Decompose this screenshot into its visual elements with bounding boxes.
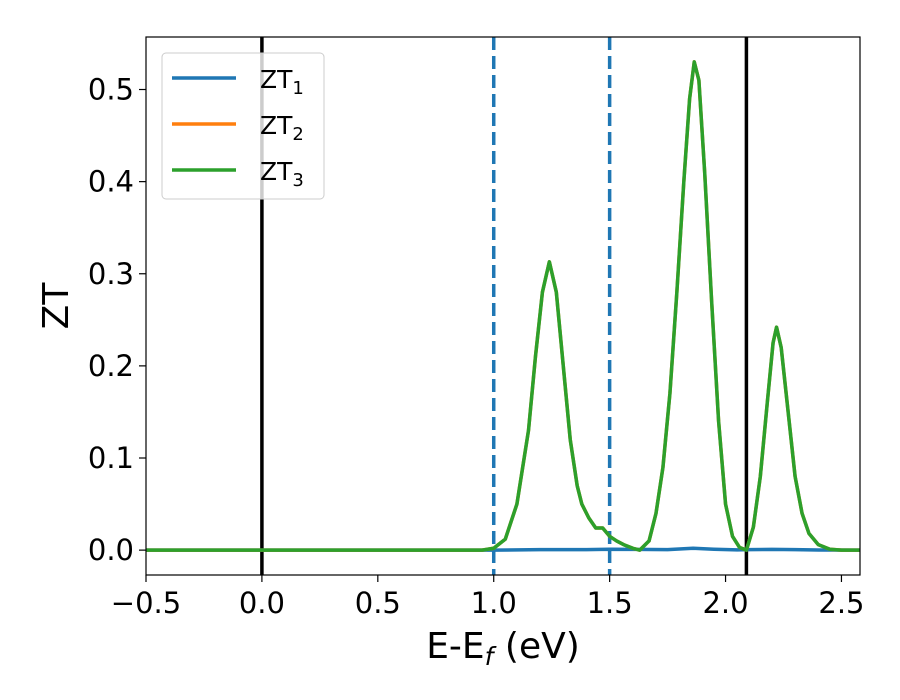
x-tick-label-2: 0.5 — [355, 586, 401, 620]
y-axis-label: ZT — [36, 282, 77, 330]
legend-label-zt1: ZT1 — [260, 65, 304, 99]
y-tick-label-2: 0.2 — [88, 349, 134, 383]
y-tick-label-5: 0.5 — [88, 73, 134, 107]
y-axis-ticks: 0.0 0.1 0.2 0.3 0.4 0.5 — [88, 73, 146, 567]
legend-entry-zt2: ZT2 — [172, 111, 304, 145]
x-tick-label-1: 0.0 — [239, 586, 285, 620]
x-tick-label-0: −0.5 — [111, 586, 181, 620]
x-tick-label-3: 1.0 — [471, 586, 517, 620]
y-tick-label-3: 0.3 — [88, 257, 134, 291]
legend-label-zt2: ZT2 — [260, 111, 304, 145]
y-tick-label-1: 0.1 — [88, 441, 134, 475]
legend: ZT1 ZT2 ZT3 — [161, 52, 325, 200]
x-axis-label: E-Ef (eV) — [426, 626, 580, 671]
series-lines — [146, 60, 860, 552]
y-tick-label-0: 0.0 — [88, 533, 134, 567]
x-tick-label-5: 2.0 — [702, 586, 748, 620]
legend-box — [161, 52, 325, 200]
x-tick-label-4: 1.5 — [587, 586, 633, 620]
legend-entry-zt3: ZT3 — [172, 157, 304, 191]
x-tick-label-6: 2.5 — [818, 586, 864, 620]
plot-frame — [145, 36, 861, 576]
legend-entry-zt1: ZT1 — [172, 65, 304, 99]
series-line-zt3 — [146, 60, 860, 552]
y-tick-label-4: 0.4 — [88, 165, 134, 199]
legend-label-zt3: ZT3 — [260, 157, 304, 191]
x-axis-ticks: −0.5 0.0 0.5 1.0 1.5 2.0 2.5 — [111, 575, 865, 620]
